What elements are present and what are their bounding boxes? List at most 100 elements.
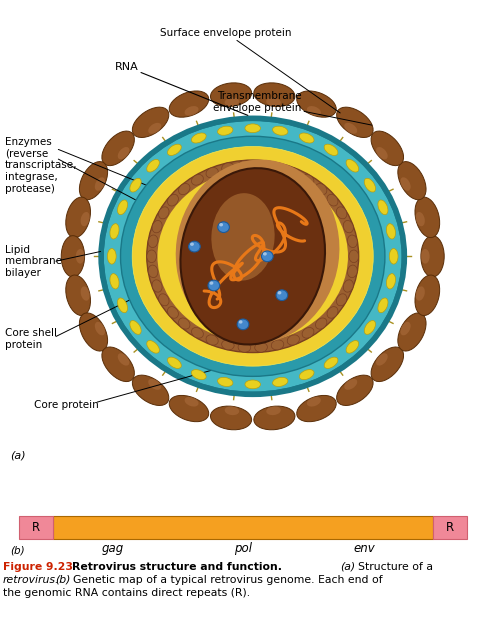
Ellipse shape (95, 322, 105, 335)
Ellipse shape (218, 222, 229, 233)
Ellipse shape (225, 406, 239, 415)
Ellipse shape (337, 107, 373, 138)
Ellipse shape (276, 290, 288, 301)
Ellipse shape (238, 160, 251, 170)
Ellipse shape (185, 397, 198, 406)
Ellipse shape (79, 162, 107, 200)
Ellipse shape (206, 335, 218, 345)
Bar (19, 516, 52, 538)
Text: RNA: RNA (115, 62, 248, 115)
Ellipse shape (178, 318, 190, 329)
Ellipse shape (148, 265, 158, 277)
Text: (b): (b) (10, 546, 24, 556)
Ellipse shape (102, 131, 134, 165)
Ellipse shape (66, 197, 90, 238)
Ellipse shape (254, 406, 295, 430)
Ellipse shape (190, 242, 194, 246)
Ellipse shape (81, 212, 90, 226)
Ellipse shape (255, 160, 267, 170)
Ellipse shape (169, 91, 208, 117)
Ellipse shape (209, 281, 213, 285)
Ellipse shape (302, 174, 314, 185)
Ellipse shape (239, 320, 243, 324)
Ellipse shape (343, 280, 353, 292)
Ellipse shape (245, 380, 260, 389)
Text: retrovirus.: retrovirus. (3, 575, 59, 585)
Ellipse shape (344, 379, 357, 390)
Ellipse shape (378, 200, 388, 214)
Ellipse shape (287, 167, 299, 178)
Ellipse shape (148, 235, 158, 248)
Ellipse shape (302, 328, 314, 338)
Ellipse shape (371, 131, 403, 165)
Ellipse shape (416, 286, 425, 301)
Ellipse shape (180, 168, 325, 345)
Ellipse shape (273, 126, 288, 135)
Ellipse shape (346, 160, 359, 172)
Ellipse shape (152, 221, 162, 233)
Ellipse shape (66, 275, 90, 316)
Ellipse shape (225, 97, 239, 106)
Text: env: env (353, 542, 375, 555)
Ellipse shape (147, 160, 159, 172)
Text: Structure of a: Structure of a (358, 562, 433, 572)
Ellipse shape (421, 236, 444, 277)
Ellipse shape (266, 406, 281, 415)
Text: Genetic map of a typical retrovirus genome. Each end of: Genetic map of a typical retrovirus geno… (73, 575, 382, 585)
Ellipse shape (324, 357, 338, 369)
Ellipse shape (386, 274, 396, 289)
Ellipse shape (158, 294, 169, 306)
Ellipse shape (255, 343, 267, 352)
Ellipse shape (347, 265, 357, 277)
Ellipse shape (168, 144, 181, 155)
Bar (52, 516, 434, 538)
Ellipse shape (210, 406, 252, 430)
Ellipse shape (147, 340, 159, 353)
Ellipse shape (189, 242, 200, 252)
Ellipse shape (398, 162, 426, 200)
Ellipse shape (118, 353, 129, 365)
Ellipse shape (191, 328, 203, 338)
Ellipse shape (299, 133, 314, 143)
Ellipse shape (343, 221, 353, 233)
Ellipse shape (347, 235, 357, 248)
Ellipse shape (307, 397, 321, 406)
Ellipse shape (416, 212, 425, 226)
Text: Enzymes
(reverse
transcriptase,
integrase,
protease): Enzymes (reverse transcriptase, integras… (5, 137, 77, 194)
Ellipse shape (378, 298, 388, 313)
Ellipse shape (218, 377, 233, 386)
Ellipse shape (222, 340, 234, 350)
Ellipse shape (148, 123, 161, 134)
Ellipse shape (169, 396, 208, 421)
Ellipse shape (389, 248, 398, 264)
Text: R: R (32, 521, 40, 534)
Ellipse shape (299, 370, 314, 380)
Text: Core protein: Core protein (34, 399, 99, 409)
Ellipse shape (349, 250, 359, 263)
Ellipse shape (263, 252, 267, 255)
Text: (a): (a) (10, 450, 25, 460)
Ellipse shape (210, 83, 252, 106)
Ellipse shape (208, 280, 220, 291)
Ellipse shape (327, 194, 338, 206)
Ellipse shape (398, 313, 426, 351)
Ellipse shape (118, 147, 129, 159)
Ellipse shape (157, 171, 348, 342)
Ellipse shape (191, 174, 203, 185)
Ellipse shape (346, 340, 359, 353)
Ellipse shape (130, 321, 141, 335)
Ellipse shape (168, 357, 181, 369)
Ellipse shape (103, 120, 402, 392)
Ellipse shape (110, 274, 119, 289)
Ellipse shape (118, 200, 127, 214)
Ellipse shape (121, 136, 385, 376)
Ellipse shape (376, 353, 388, 365)
Ellipse shape (254, 83, 295, 106)
Ellipse shape (206, 167, 218, 178)
Ellipse shape (344, 123, 357, 134)
Ellipse shape (324, 144, 338, 155)
Ellipse shape (132, 107, 169, 138)
Ellipse shape (132, 147, 373, 366)
Text: Retrovirus structure and function.: Retrovirus structure and function. (72, 562, 282, 572)
Text: gag: gag (101, 542, 123, 555)
